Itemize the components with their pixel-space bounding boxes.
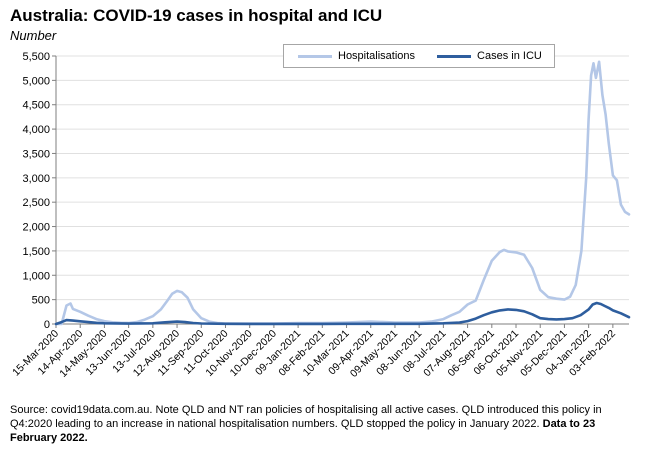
y-tick-label: 5,000 — [22, 75, 50, 87]
line-chart: 0 500 1,000 1,500 2,000 2,500 3,000 3,500 4,000 4… — [10, 51, 631, 380]
source-data-date: Data to 23 February 2022. — [10, 418, 596, 444]
y-tick-label: 0 — [44, 319, 50, 331]
source-text: Source: covid19data.com.au. Note QLD and… — [10, 404, 602, 430]
y-tick-label: 2,500 — [22, 197, 50, 209]
y-tick-label: 2,000 — [22, 222, 50, 234]
icu-line — [54, 301, 631, 326]
legend-label-hospitalisations: Hospitalisations — [338, 50, 416, 62]
y-tick-label: 1,500 — [22, 246, 50, 258]
hospitalisations-line — [54, 60, 631, 326]
legend-swatch-hospitalisations — [298, 54, 332, 58]
source-note: Source: covid19data.com.au. Note QLD and… — [10, 403, 638, 445]
legend-label-icu: Cases in ICU — [477, 50, 542, 62]
y-tick-label: 3,500 — [22, 148, 50, 160]
chart-legend: Hospitalisations Cases in ICU — [283, 44, 555, 68]
y-tick-label: 500 — [32, 295, 50, 307]
y-tick-label: 4,000 — [22, 124, 50, 136]
y-tick-label: 1,000 — [22, 270, 50, 282]
chart-title: Australia: COVID-19 cases in hospital an… — [10, 6, 383, 25]
legend-swatch-icu — [437, 54, 472, 58]
y-axis-unit-label: Number — [10, 28, 57, 43]
legend-item-hospitalisations: Hospitalisations — [298, 50, 415, 62]
y-tick-label: 4,500 — [22, 100, 50, 112]
y-tick-label: 3,000 — [22, 173, 50, 185]
y-tick-label: 5,500 — [22, 51, 50, 63]
legend-item-icu: Cases in ICU — [437, 50, 542, 62]
